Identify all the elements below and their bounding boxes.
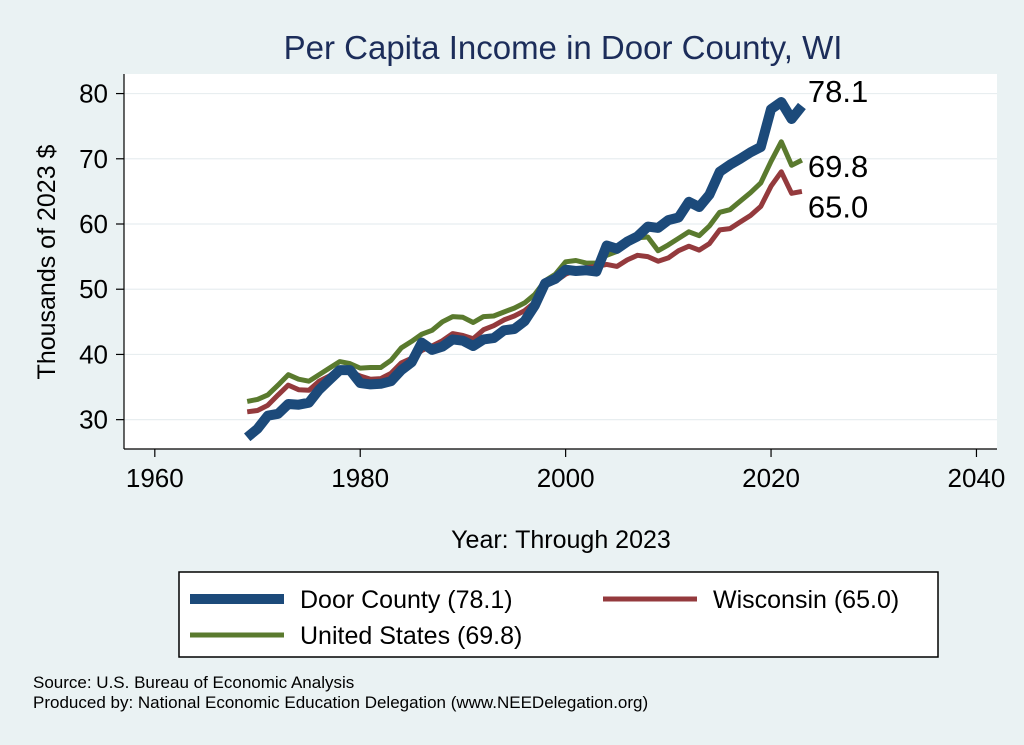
legend-label-2: United States (69.8)	[300, 622, 522, 650]
source-note: Source: U.S. Bureau of Economic Analysis	[33, 673, 354, 692]
x-tick-label: 2040	[948, 463, 1006, 493]
x-axis-label: Year: Through 2023	[451, 526, 671, 554]
y-tick-label: 30	[79, 405, 108, 435]
y-tick-label: 80	[79, 79, 108, 109]
y-tick-label: 60	[79, 209, 108, 239]
y-tick-label: 70	[79, 144, 108, 174]
x-tick-label: 1980	[331, 463, 389, 493]
gridlines	[124, 92, 997, 421]
series-lines	[244, 97, 806, 442]
y-tick-label: 40	[79, 339, 108, 369]
series-line-2	[246, 139, 804, 404]
produced-by-note: Produced by: National Economic Education…	[33, 693, 648, 712]
chart-title: Per Capita Income in Door County, WI	[284, 29, 843, 66]
end-label-1: 65.0	[808, 189, 868, 224]
x-tick-label: 2000	[537, 463, 595, 493]
plot-area	[124, 74, 997, 449]
end-label-0: 78.1	[808, 74, 868, 109]
legend-label-1: Wisconsin (65.0)	[713, 586, 899, 614]
x-tick-label: 2020	[742, 463, 800, 493]
legend-label-0: Door County (78.1)	[300, 586, 513, 614]
series-line-0	[244, 97, 806, 442]
legend-box	[178, 571, 939, 658]
end-labels: 78.1 65.0 69.8	[808, 74, 868, 224]
end-label-2: 69.8	[808, 149, 868, 184]
x-tick-label: 1960	[126, 463, 184, 493]
axes: 30 40 50 60 70 80 1960 1980 2000 2020 2040	[79, 74, 1005, 493]
y-tick-label: 50	[79, 274, 108, 304]
y-axis-label: Thousands of 2023 $	[33, 144, 61, 379]
legend: Door County (78.1) Wisconsin (65.0) United…	[178, 571, 939, 658]
